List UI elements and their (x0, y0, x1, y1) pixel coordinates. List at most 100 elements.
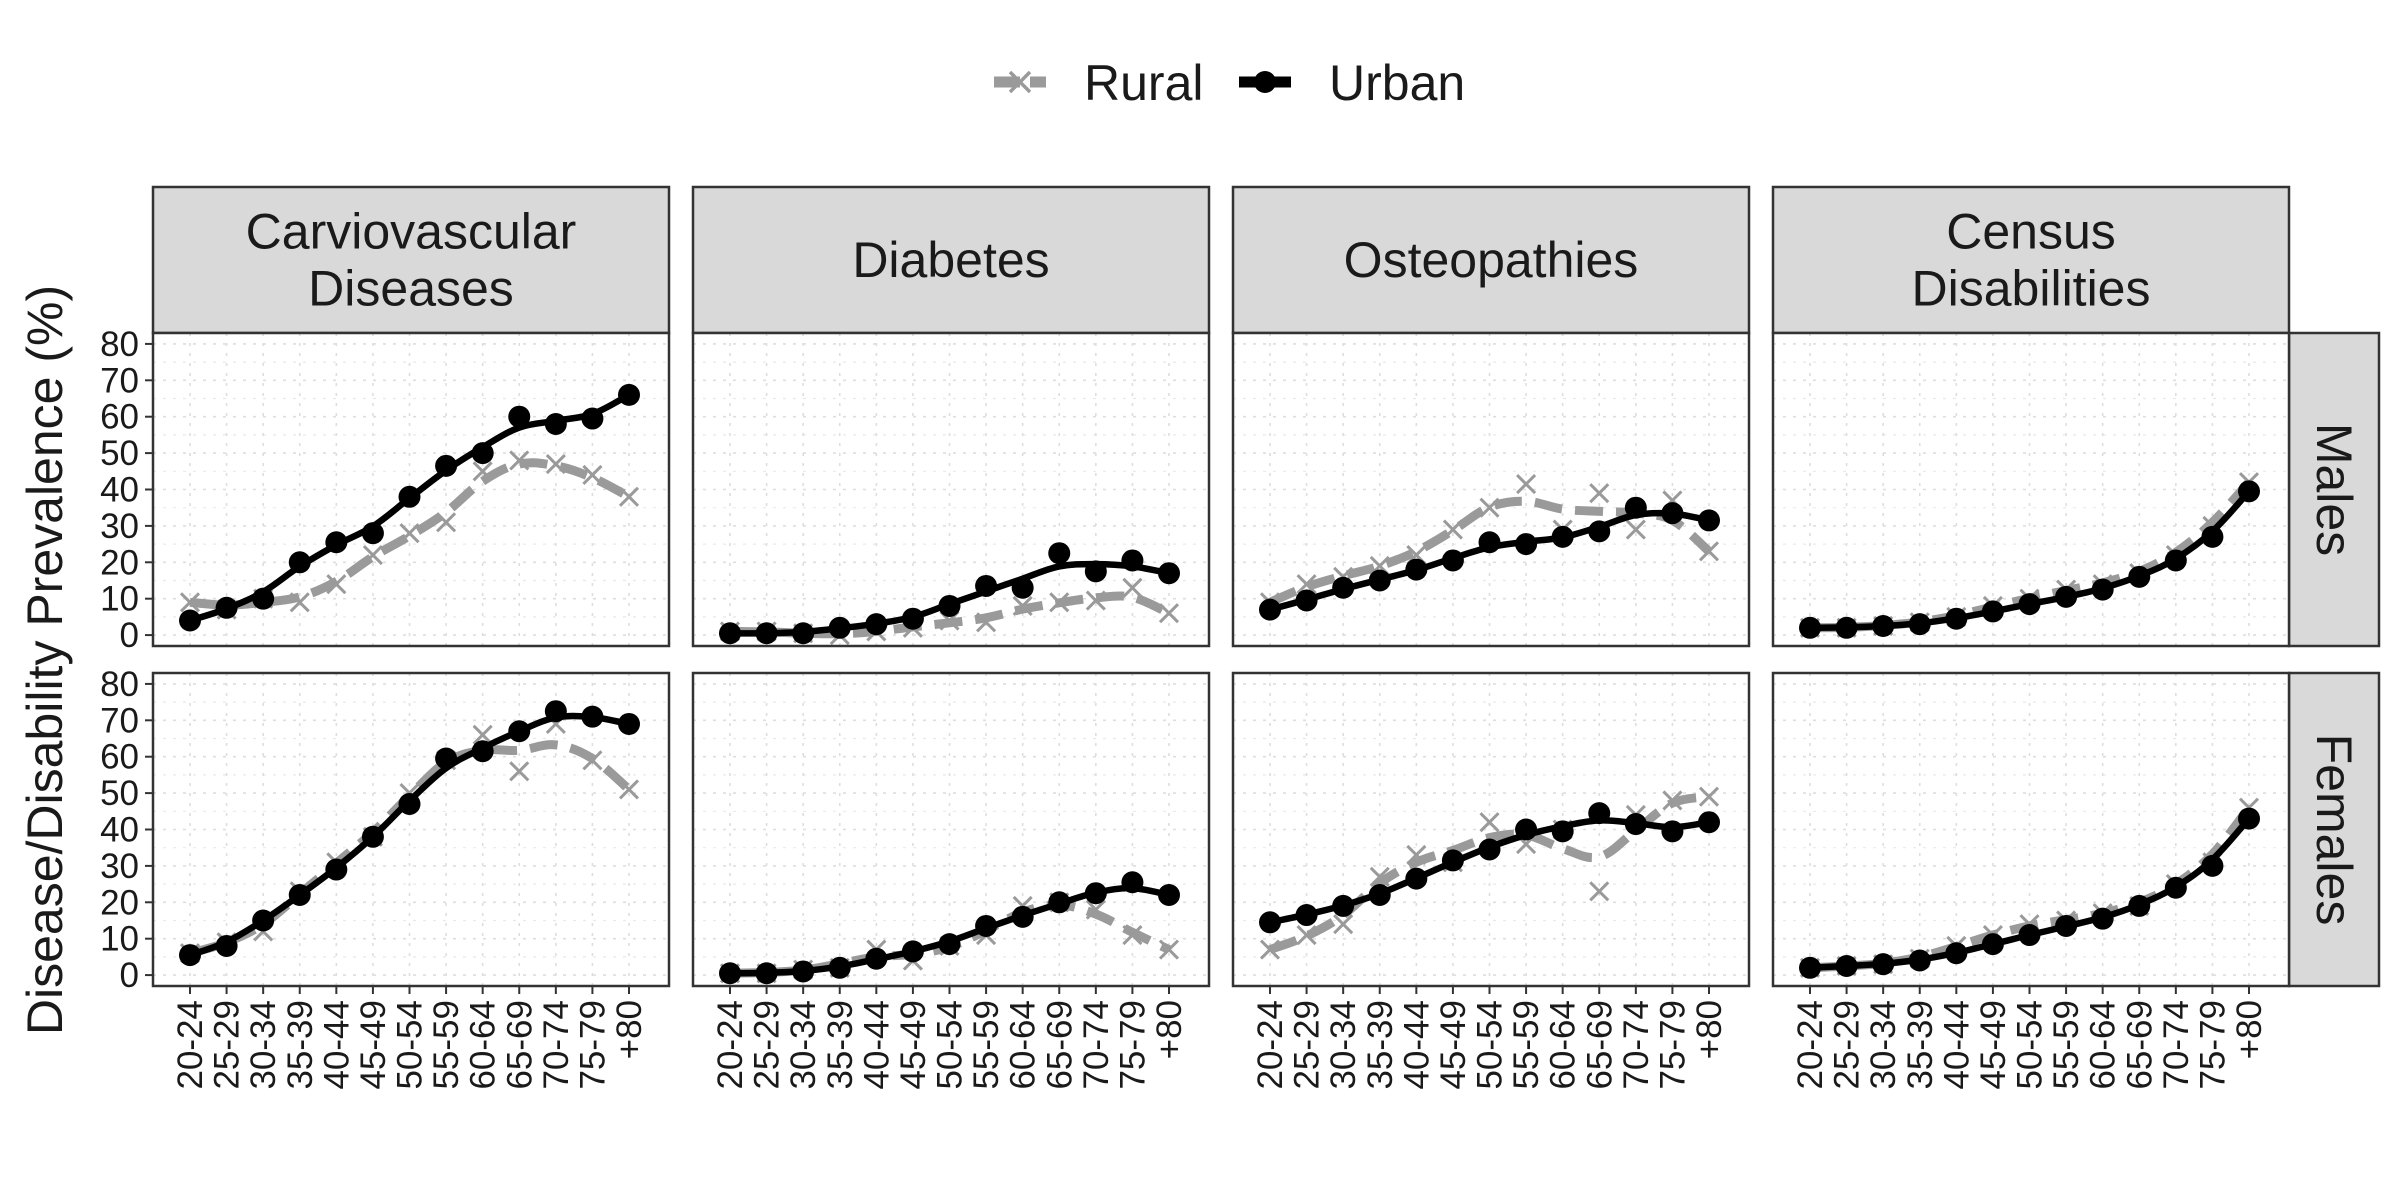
x-axis: 20-2425-2930-3435-3940-4445-4950-5455-59… (711, 986, 1189, 1090)
data-point (1295, 589, 1318, 612)
x-tick-label: 50-54 (2011, 1000, 2050, 1090)
data-point (865, 613, 888, 636)
data-point (2201, 854, 2224, 877)
data-point (1551, 820, 1574, 843)
panel-females-osteo: 20-2425-2930-3435-3940-4445-4950-5455-59… (1231, 671, 1751, 1090)
x-tick-label: 70-74 (1077, 1000, 1116, 1090)
x-tick-label: 60-64 (1544, 1000, 1583, 1090)
y-tick-label: 20 (100, 543, 139, 582)
data-point (1908, 613, 1931, 636)
data-point (1661, 820, 1684, 843)
series-urban (179, 383, 640, 632)
strip-label: Diabetes (852, 232, 1049, 288)
x-tick-label: 45-49 (894, 1000, 933, 1090)
data-point (582, 464, 603, 486)
y-tick-label: 0 (120, 956, 139, 995)
x-tick-label: 75-79 (573, 1000, 612, 1090)
data-point (2201, 525, 2224, 548)
grid (1233, 673, 1749, 986)
panel-females-census: 20-2425-2930-3435-3940-4445-4950-5455-59… (1771, 671, 2291, 1090)
data-point (1259, 939, 1281, 960)
x-tick-label: 20-24 (1791, 1000, 1830, 1090)
data-point (545, 453, 566, 475)
data-point (1368, 569, 1391, 592)
data-point (1011, 576, 1034, 599)
data-point (938, 933, 961, 956)
data-point (582, 750, 603, 771)
y-tick-label: 60 (100, 398, 139, 437)
data-point (618, 712, 640, 735)
x-tick-label: 40-44 (1397, 1000, 1436, 1090)
data-point (252, 909, 275, 932)
data-point (2238, 480, 2260, 503)
y-tick-label: 40 (100, 471, 139, 510)
data-point (1368, 884, 1391, 907)
data-point (1405, 867, 1428, 890)
strip-background (151, 185, 671, 335)
data-point (1478, 531, 1501, 554)
data-point (792, 622, 815, 645)
panel-males-osteo (1231, 331, 1751, 648)
x-tick-label: 35-39 (1901, 1000, 1940, 1090)
y-tick-label: 60 (100, 738, 139, 777)
x-tick-label: 20-24 (171, 1000, 210, 1090)
data-point (1589, 881, 1610, 902)
x-tick-label: +80 (1150, 1000, 1189, 1059)
x-tick-label: 60-64 (2084, 1000, 2123, 1090)
data-point (2128, 894, 2151, 917)
data-point (1122, 577, 1143, 598)
data-point (2018, 924, 2041, 947)
data-point (976, 612, 997, 633)
data-point (865, 947, 888, 970)
data-point (618, 383, 640, 406)
data-point (472, 724, 493, 745)
data-point (1515, 818, 1538, 841)
x-tick-label: 65-69 (2120, 1000, 2159, 1090)
x-tick-label: 35-39 (821, 1000, 860, 1090)
data-point (1661, 502, 1684, 525)
data-point (361, 825, 384, 848)
data-point (288, 884, 311, 907)
legend-label: Urban (1329, 55, 1465, 111)
data-point (1835, 616, 1858, 639)
y-tick-label: 20 (100, 883, 139, 922)
x-tick-label: 70-74 (1617, 1000, 1656, 1090)
x-axis: 20-2425-2930-3435-3940-4445-4950-5455-59… (1251, 986, 1729, 1090)
strip-females: Females (2287, 671, 2381, 988)
data-point (398, 793, 421, 816)
x-tick-label: 75-79 (1113, 1000, 1152, 1090)
data-point (472, 461, 493, 482)
data-point (1158, 884, 1180, 907)
data-point (1479, 812, 1500, 833)
data-point (509, 761, 530, 782)
y-tick-label: 70 (100, 361, 139, 400)
data-point (2164, 549, 2187, 572)
data-point (1332, 576, 1355, 599)
x-tick-label: 25-29 (748, 1000, 787, 1090)
legend-key-urban (1239, 71, 1291, 93)
data-point (2055, 585, 2078, 608)
data-point (901, 607, 924, 630)
data-point (1981, 600, 2004, 623)
series-urban (1259, 496, 1720, 621)
data-point (508, 405, 531, 428)
data-point (1441, 849, 1464, 872)
data-point (1084, 882, 1107, 905)
panel-border (1771, 671, 2291, 988)
y-tick-label: 0 (120, 616, 139, 655)
data-point (2055, 914, 2078, 937)
panel-border (1771, 331, 2291, 648)
data-point (436, 512, 457, 533)
x-tick-label: +80 (610, 1000, 649, 1059)
data-point (435, 747, 458, 770)
x-tick-label: 30-34 (1324, 1000, 1363, 1090)
x-tick-label: 30-34 (1864, 1000, 1903, 1090)
strip-label: Census (1946, 204, 2116, 260)
data-point (1835, 954, 1858, 977)
data-point (326, 574, 347, 595)
data-point (2164, 876, 2187, 899)
data-point (1799, 956, 1821, 979)
data-point (828, 956, 851, 979)
